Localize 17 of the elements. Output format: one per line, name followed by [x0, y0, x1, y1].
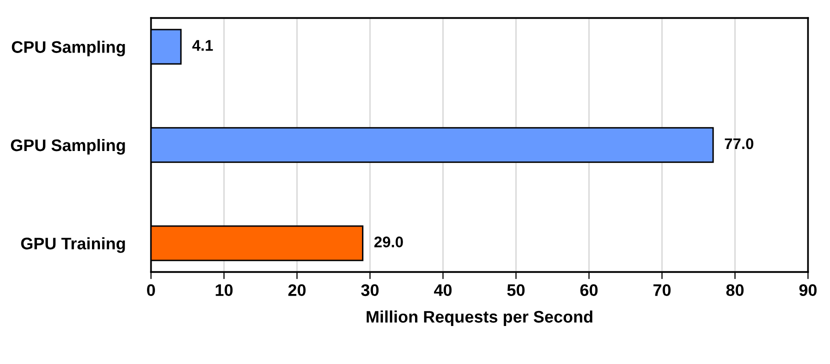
x-tick-label: 30	[361, 284, 379, 296]
x-tick-label: 50	[507, 284, 525, 296]
data-label: 4.1	[192, 40, 213, 51]
x-tick-label: 0	[147, 284, 155, 296]
y-tick-label: GPU Sampling	[10, 138, 125, 155]
x-tick-label: 40	[434, 284, 452, 296]
x-tick-label: 20	[288, 284, 306, 296]
x-axis-title: Million Requests per Second	[366, 310, 592, 326]
x-tick-label: 90	[799, 284, 817, 296]
data-label: 77.0	[724, 138, 754, 150]
x-tick-label: 60	[580, 284, 598, 296]
x-tick-label: 80	[726, 284, 744, 296]
y-tick-label: GPU Training	[21, 237, 125, 253]
y-tick-label: CPU Sampling	[12, 40, 125, 56]
x-tick-label: 10	[216, 284, 233, 296]
x-tick-label: 70	[653, 284, 671, 296]
data-label: 29.0	[374, 236, 403, 248]
